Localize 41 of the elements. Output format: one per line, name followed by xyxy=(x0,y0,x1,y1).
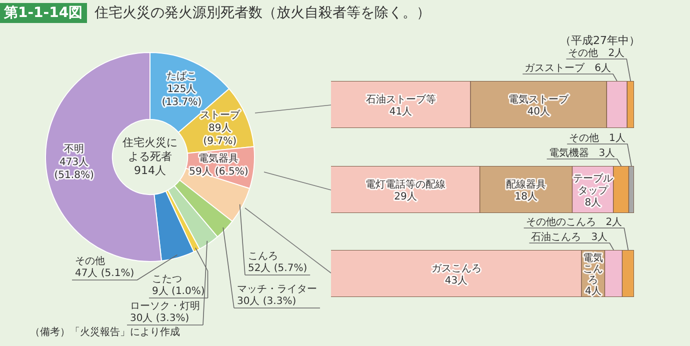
data-label: 473人 (51.8%) xyxy=(54,157,94,182)
series-label: 電灯電話等の配線 xyxy=(365,178,446,190)
text: 石油こんろ 3人 xyxy=(531,232,608,243)
data-label: 30人 (3.3%) xyxy=(130,313,190,324)
text: その他 2人 xyxy=(568,48,625,59)
slice-label: その他 xyxy=(75,255,105,267)
series-label: 石油ストーブ等 xyxy=(366,94,436,106)
slice-label: たばこ xyxy=(166,70,197,82)
slice-label: 電気器具 xyxy=(198,154,239,165)
data-label: 89人 (9.7%) xyxy=(203,122,237,147)
slice-label: ストーブ xyxy=(200,108,241,121)
data-label: 4人 xyxy=(585,286,602,297)
series-label: 電気ストーブ xyxy=(508,94,570,106)
data-label: 18人 xyxy=(514,192,538,202)
data-label: 125人 (13.7%) xyxy=(162,84,202,108)
text: ガスストーブ 6人 xyxy=(524,63,611,74)
slice-label: 不明 xyxy=(64,144,84,156)
data-label: 9人 (1.0%) xyxy=(152,286,205,297)
data-label: 41人 xyxy=(389,106,412,118)
slice-label: こたつ xyxy=(152,274,182,285)
text: （平成27年中） xyxy=(560,34,640,48)
data-label: 8人 xyxy=(584,198,602,208)
chart-title: 第1-1-14図 住宅火災の発火源別死者数（放火自殺者等を除く。） xyxy=(3,4,431,23)
text: （備考）「火災報告」により作成 xyxy=(30,326,180,340)
data-label: 40人 xyxy=(527,106,550,118)
slice-label: こんろ xyxy=(248,251,278,262)
series-label: テーブルタップ xyxy=(572,172,613,196)
data-label: 29人 xyxy=(394,192,417,202)
series-label: 配線器具 xyxy=(506,180,546,190)
data-label: 52人 (5.7%) xyxy=(248,263,308,274)
data-label: 30人 (3.3%) xyxy=(237,296,296,307)
series-label: ガスこんろ xyxy=(431,264,482,274)
slice-label: ローソク・灯明 xyxy=(130,300,200,312)
data-label: 43人 xyxy=(444,276,468,286)
text: その他 1人 xyxy=(569,133,626,144)
data-label: 47人 (5.1%) xyxy=(75,268,134,279)
series-label: 電気こんろ xyxy=(583,253,604,286)
text: その他のこんろ 2人 xyxy=(526,217,622,228)
text: 住宅火災による死者 914人 xyxy=(122,136,178,178)
slice-label: マッチ・ライター xyxy=(237,284,317,295)
text: 電気機器 3人 xyxy=(548,148,616,159)
